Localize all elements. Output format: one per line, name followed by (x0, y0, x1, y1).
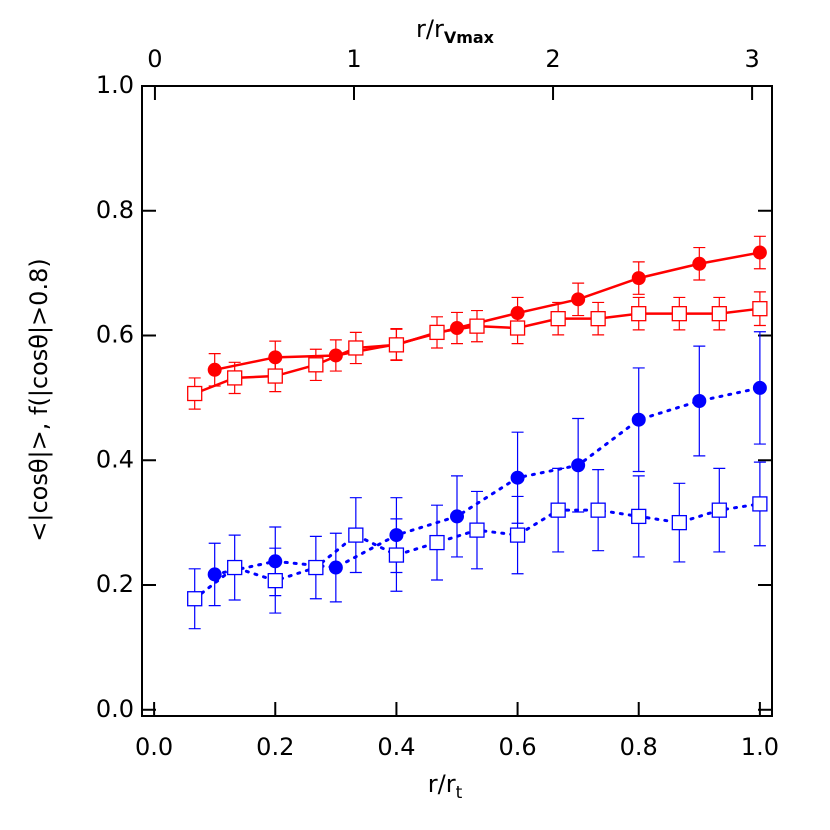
point (692, 256, 707, 271)
point (388, 337, 405, 353)
point (348, 340, 364, 356)
y-tick-label: 0.8 (96, 196, 134, 224)
point (752, 301, 768, 317)
point (509, 320, 526, 336)
x2-label-sub: Vmax (444, 28, 495, 47)
plot-frame (141, 85, 773, 717)
point (631, 508, 647, 525)
point (187, 591, 203, 607)
point (550, 311, 566, 327)
point (631, 306, 647, 322)
x2-tick-label: 1 (346, 45, 361, 73)
x-tick-label: 0.4 (377, 733, 415, 761)
x-tick-label: 0.6 (498, 733, 536, 761)
point (308, 357, 324, 373)
point (469, 318, 485, 334)
point (671, 514, 687, 531)
x-label-sub: t (456, 783, 463, 803)
x-tick-label: 1.0 (741, 733, 779, 761)
series-line (213, 251, 762, 372)
x2-tick-label: 2 (545, 45, 560, 73)
series-line (213, 386, 762, 576)
point (267, 572, 283, 589)
point (752, 245, 767, 260)
point (388, 547, 405, 563)
point (207, 567, 222, 582)
y-tick-label: 0.0 (96, 695, 134, 723)
point (752, 496, 768, 512)
x-tick-label: 0.8 (620, 733, 658, 761)
point (631, 412, 646, 427)
point (631, 271, 646, 286)
x-label-main: r/r (428, 770, 456, 798)
point (510, 470, 525, 485)
point (469, 522, 485, 538)
x2-tick-label: 3 (744, 45, 759, 73)
point (348, 527, 364, 543)
y-tick-label: 0.2 (96, 570, 134, 598)
point (692, 394, 707, 408)
point (207, 362, 222, 377)
x2-tick-label: 0 (147, 45, 162, 73)
x2-label: r/rVmax (416, 15, 495, 47)
x2-label-main: r/r (416, 15, 444, 43)
point (590, 502, 606, 518)
y-label: <|cosθ|>, f(|cosθ|>0.8) (25, 258, 53, 541)
y-tick-label: 0.6 (96, 321, 134, 349)
point (550, 502, 566, 518)
point (227, 559, 243, 576)
x-tick-label: 0.0 (135, 733, 173, 761)
point (429, 324, 445, 341)
x-tick-label: 0.2 (256, 733, 294, 761)
point (671, 306, 687, 322)
point (450, 509, 464, 524)
point (509, 527, 526, 543)
point (711, 502, 727, 518)
point (590, 311, 606, 327)
point (227, 370, 243, 386)
y-tick-label: 0.4 (96, 445, 134, 473)
x-label: r/rt (428, 770, 463, 803)
point (571, 458, 586, 473)
point (267, 368, 283, 384)
point (328, 560, 343, 575)
point (711, 306, 727, 322)
point (571, 292, 586, 307)
point (429, 534, 445, 551)
point (308, 559, 324, 576)
point (187, 385, 203, 402)
point (752, 380, 767, 395)
y-tick-label: 1.0 (96, 71, 134, 99)
